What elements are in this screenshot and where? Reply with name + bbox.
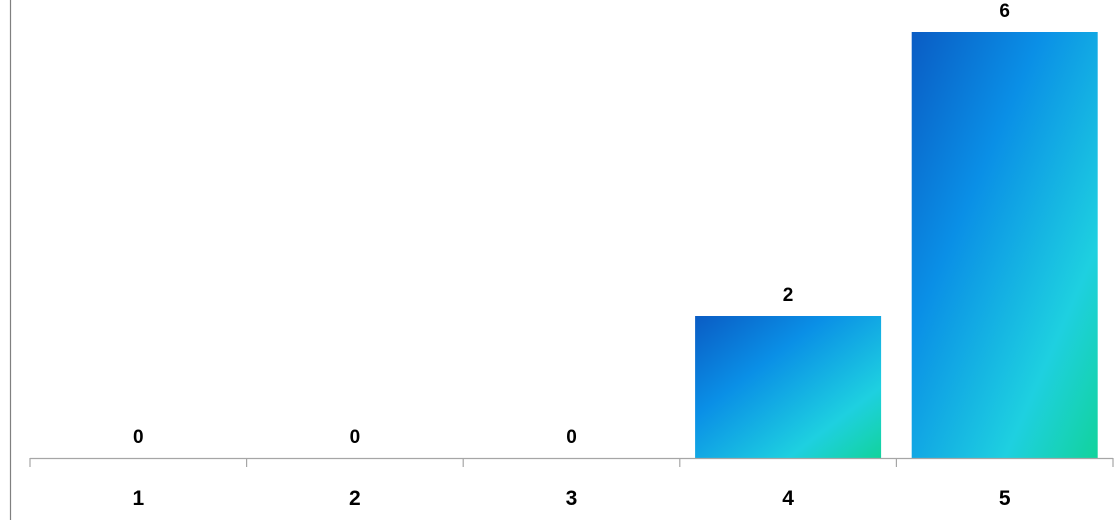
data-label-2: 0	[350, 427, 361, 448]
data-label-3: 0	[566, 427, 577, 448]
x-tick-label-3: 3	[566, 487, 578, 510]
x-axis	[29, 457, 1114, 467]
data-label-1: 0	[133, 427, 144, 448]
x-tick-label-1: 1	[132, 487, 144, 510]
labels: 0 1 0 2 0 3 2 4 6 5	[132, 1, 1010, 510]
bar-5	[911, 32, 1098, 458]
data-label-4: 2	[783, 285, 794, 306]
x-tick-label-5: 5	[999, 487, 1011, 510]
bars	[695, 32, 1098, 458]
bar-4	[695, 316, 882, 458]
x-tick-label-2: 2	[349, 487, 361, 510]
data-label-5: 6	[999, 1, 1010, 22]
x-tick-label-4: 4	[782, 487, 794, 510]
